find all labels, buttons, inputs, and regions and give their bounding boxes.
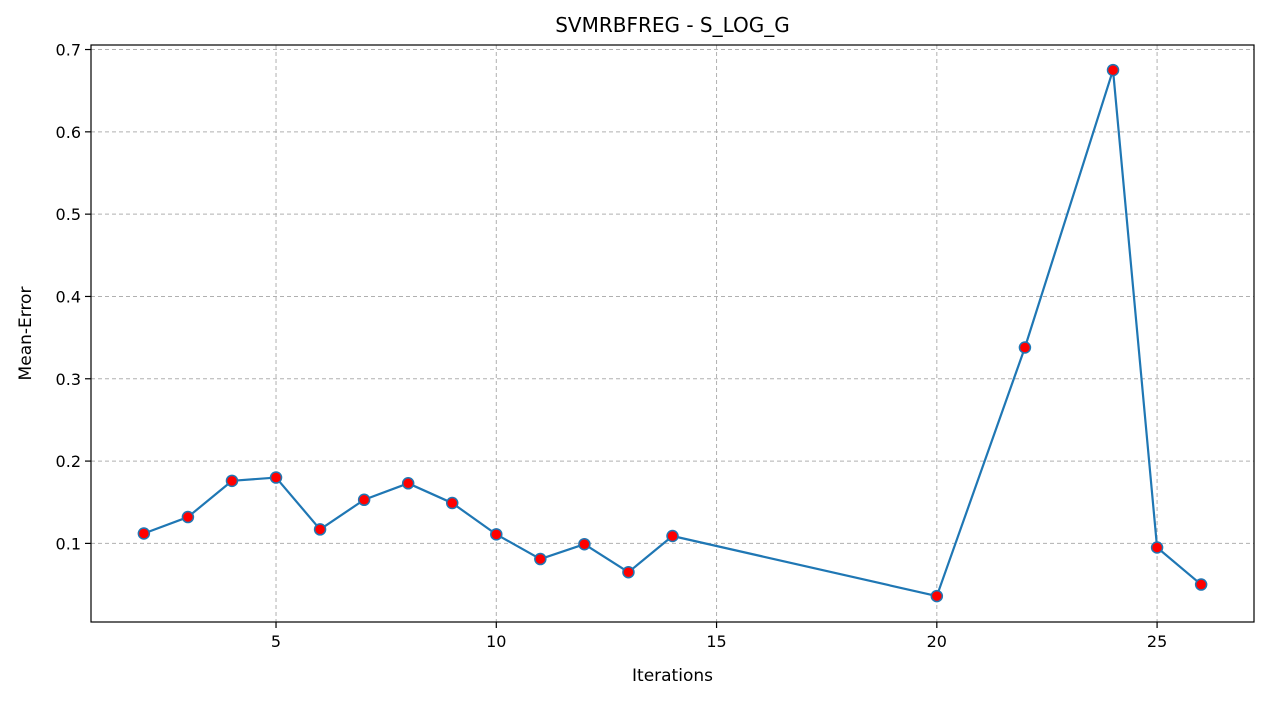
data-point (930, 589, 944, 603)
data-point (357, 493, 371, 507)
data-point (445, 496, 459, 510)
y-tick-label: 0.5 (56, 205, 81, 224)
plot-frame (90, 44, 1255, 623)
data-point (401, 477, 415, 490)
data-point (137, 527, 151, 540)
data-point (666, 529, 679, 543)
x-axis-label: Iterations (632, 666, 713, 686)
data-point (490, 528, 503, 541)
axis-ticks: 5 10 15 20 25 0.1 0.2 0.3 0.4 0.5 0.6 0.7 (56, 41, 1168, 651)
series-line (143, 68, 1202, 598)
data-point (313, 523, 327, 536)
x-tick-label: 25 (1147, 632, 1167, 651)
data-point (622, 565, 635, 579)
x-tick-label: 5 (271, 632, 281, 651)
y-tick-label: 0.7 (56, 41, 81, 60)
x-tick-label: 20 (927, 632, 947, 651)
data-point (534, 552, 547, 566)
data-point (1018, 341, 1032, 354)
y-tick-label: 0.4 (56, 287, 81, 306)
grid (91, 45, 1254, 622)
y-tick-label: 0.6 (56, 123, 81, 142)
data-point (225, 474, 239, 488)
x-tick-label: 15 (706, 632, 726, 651)
series-markers (137, 63, 1208, 603)
chart-title: SVMRBFREG - S_LOG_G (555, 13, 790, 37)
data-point (181, 510, 195, 524)
data-point (269, 471, 283, 484)
series-line-group (143, 68, 1202, 598)
y-tick-label: 0.3 (56, 370, 81, 389)
data-point (578, 537, 591, 551)
data-point (1150, 541, 1164, 554)
x-tick-label: 10 (486, 632, 506, 651)
y-tick-label: 0.2 (56, 452, 81, 471)
y-axis-label: Mean-Error (16, 287, 36, 381)
data-point (1106, 63, 1120, 77)
data-point (1194, 578, 1208, 591)
y-tick-label: 0.1 (56, 534, 81, 553)
